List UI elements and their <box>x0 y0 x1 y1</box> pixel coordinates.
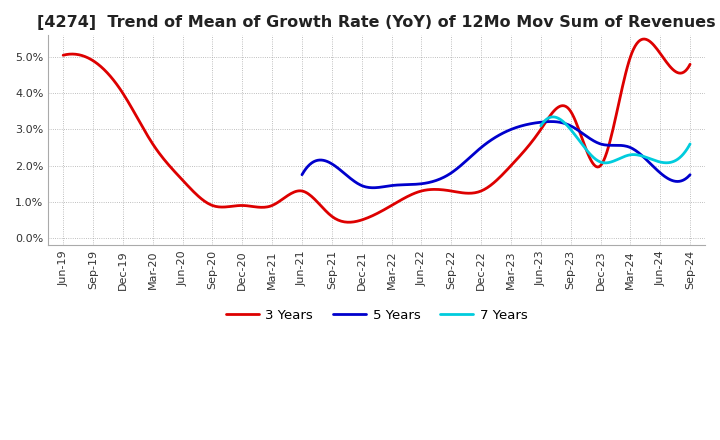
3 Years <box>685 62 694 67</box>
5 Years <box>452 166 461 172</box>
7 Years <box>555 116 564 121</box>
3 Years <box>345 220 354 225</box>
7 Years <box>685 141 694 147</box>
5 Years <box>685 172 694 177</box>
3 Years <box>455 190 464 195</box>
Line: 3 Years: 3 Years <box>63 39 690 222</box>
7 Years <box>536 123 545 128</box>
Title: [4274]  Trend of Mean of Growth Rate (YoY) of 12Mo Mov Sum of Revenues: [4274] Trend of Mean of Growth Rate (YoY… <box>37 15 716 30</box>
3 Years <box>640 37 649 42</box>
3 Years <box>263 204 271 209</box>
5 Years <box>297 172 306 177</box>
7 Years <box>646 156 654 161</box>
Line: 7 Years: 7 Years <box>541 117 690 163</box>
5 Years <box>580 132 588 137</box>
3 Years <box>516 153 525 158</box>
3 Years <box>59 53 68 58</box>
7 Years <box>645 156 654 161</box>
5 Years <box>582 133 590 139</box>
5 Years <box>344 174 353 180</box>
5 Years <box>425 180 433 185</box>
7 Years <box>585 151 594 157</box>
5 Years <box>546 119 555 124</box>
7 Years <box>596 159 605 165</box>
7 Years <box>549 114 557 120</box>
Legend: 3 Years, 5 Years, 7 Years: 3 Years, 5 Years, 7 Years <box>220 303 533 327</box>
3 Years <box>513 156 521 161</box>
7 Years <box>601 160 610 165</box>
3 Years <box>134 117 143 123</box>
Line: 5 Years: 5 Years <box>302 121 690 188</box>
5 Years <box>369 185 377 191</box>
5 Years <box>543 119 552 125</box>
7 Years <box>631 152 640 158</box>
3 Years <box>307 194 316 199</box>
